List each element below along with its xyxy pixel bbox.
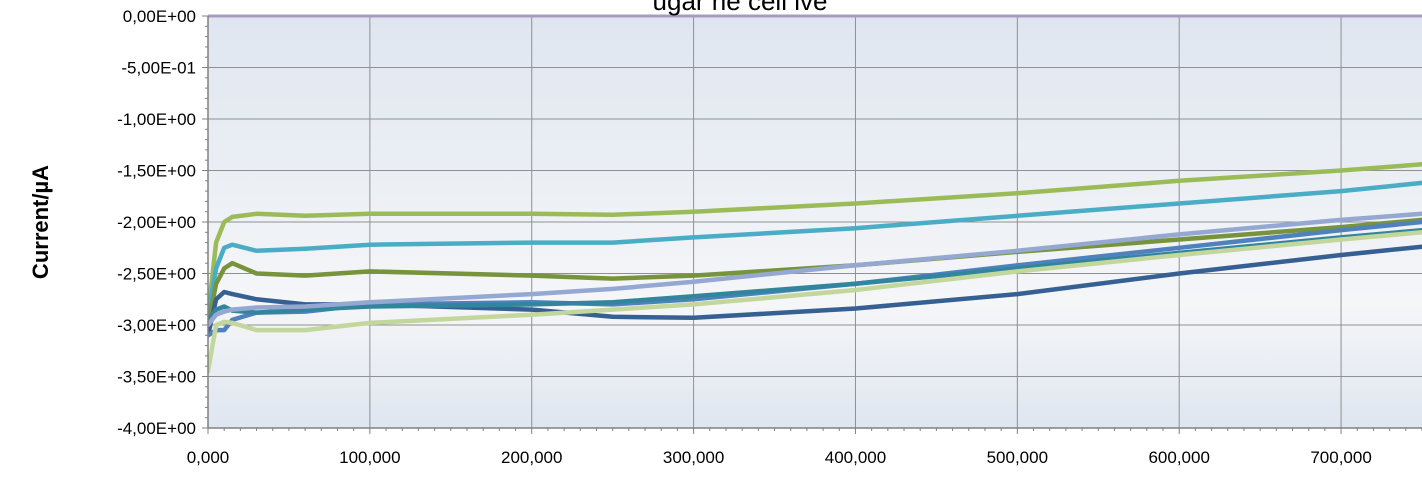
y-axis-title: Current/µA: [28, 165, 53, 279]
x-tick-label: 600,000: [1148, 448, 1209, 467]
series-line-6: [208, 227, 1422, 323]
x-tick-label: 200,000: [501, 448, 562, 467]
y-tick-label: -2,00E+00: [117, 213, 196, 232]
x-tick-label: 100,000: [339, 448, 400, 467]
y-tick-label: -3,50E+00: [117, 368, 196, 387]
series-line-8: [208, 230, 1422, 374]
chart-title-fragment: ugar ne cell ive: [653, 0, 828, 16]
series-line-7: [208, 211, 1422, 328]
y-tick-label: -3,00E+00: [117, 316, 196, 335]
x-tick-label: 0,000: [187, 448, 230, 467]
y-tick-label: -2,50E+00: [117, 265, 196, 284]
x-tick-label: 700,000: [1310, 448, 1371, 467]
series-line-4: [208, 244, 1422, 338]
x-tick-label: 400,000: [825, 448, 886, 467]
y-tick-label: -4,00E+00: [117, 419, 196, 438]
series-line-1: [208, 162, 1422, 317]
y-tick-label: -1,50E+00: [117, 162, 196, 181]
y-tick-label: -5,00E-01: [121, 59, 196, 78]
y-tick-label: 0,00E+00: [123, 7, 196, 26]
series-line-2: [208, 180, 1422, 317]
x-tick-label: 300,000: [663, 448, 724, 467]
series-line-3: [208, 217, 1422, 328]
y-tick-label: -1,00E+00: [117, 110, 196, 129]
x-tick-label: 500,000: [987, 448, 1048, 467]
